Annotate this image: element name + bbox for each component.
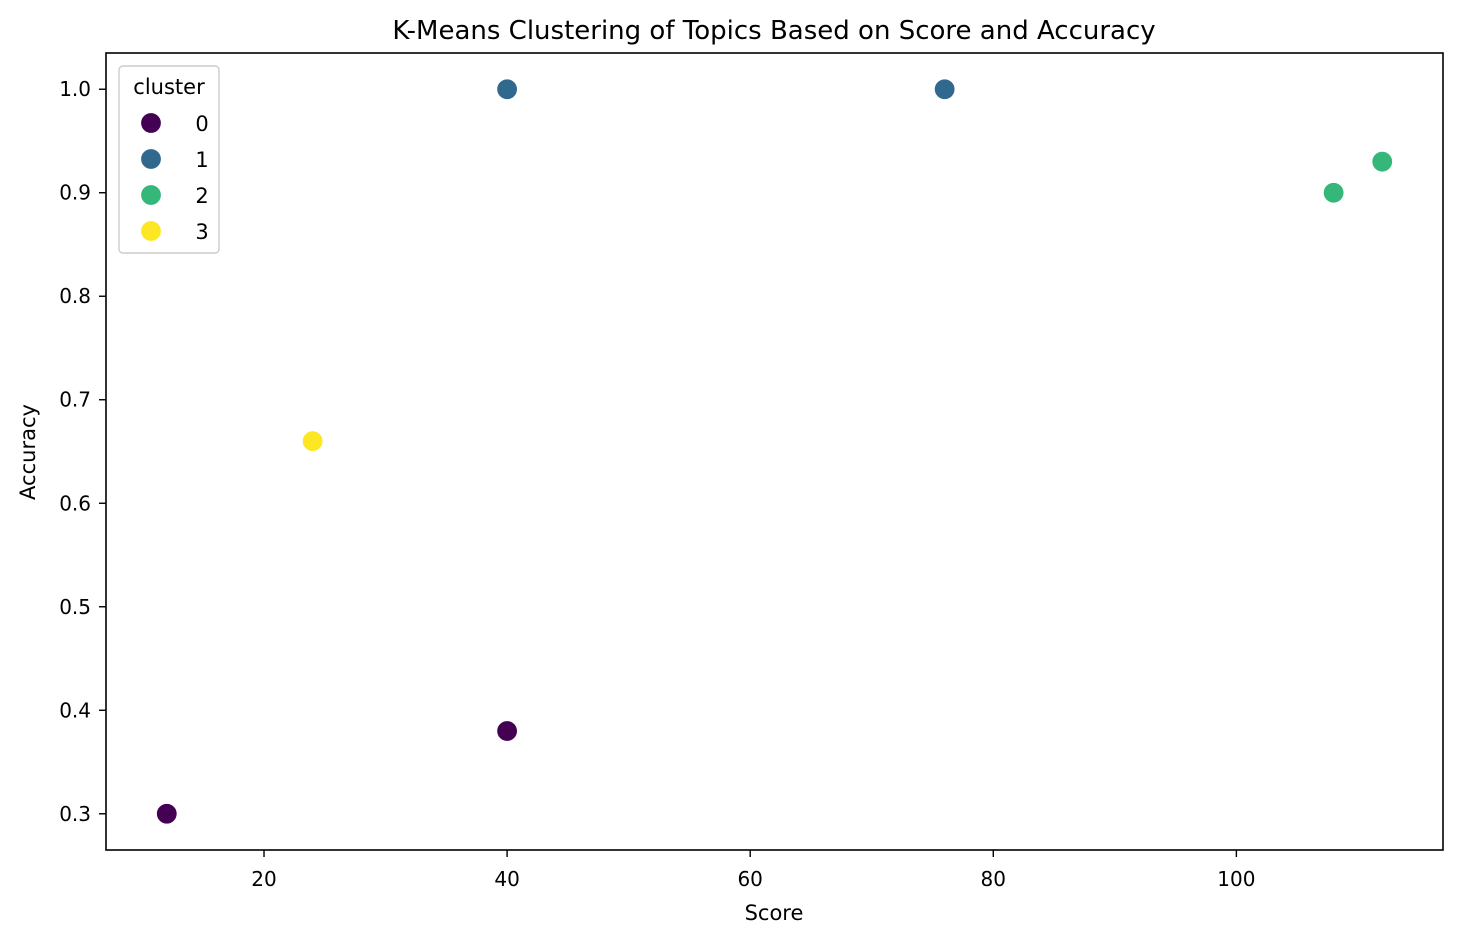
data-point-cluster-2 [1371,150,1394,173]
y-tick-label: 0.7 [59,388,91,412]
legend-marker [139,111,163,135]
legend-marker [139,219,163,243]
y-tick-label: 0.6 [59,491,91,515]
legend-label: 1 [195,148,208,172]
legend-label: 3 [195,220,208,244]
y-tick-label: 0.8 [59,284,91,308]
x-tick-label: 80 [981,867,1006,891]
legend-marker [139,183,163,207]
data-points [155,78,1394,825]
legend-marker [139,147,163,171]
y-axis-title: Accuracy [16,404,40,500]
y-tick-label: 0.9 [59,181,91,205]
data-point-cluster-1 [933,78,956,101]
legend: cluster 0 1 2 3 [118,65,220,254]
chart-title: K-Means Clustering of Topics Based on Sc… [392,16,1155,46]
data-point-cluster-3 [301,430,324,453]
legend-label: 2 [195,184,208,208]
legend-items: 0 1 2 3 [139,111,209,244]
y-tick-label: 1.0 [59,77,91,101]
legend-box [118,65,220,254]
legend-title: cluster [133,75,205,99]
data-point-cluster-2 [1322,181,1345,204]
x-tick-label: 60 [737,867,762,891]
legend-label: 0 [195,112,208,136]
y-tick-label: 0.3 [59,802,91,826]
y-tick-label: 0.5 [59,595,91,619]
x-axis-title: Score [745,901,804,925]
x-tick-label: 40 [494,867,519,891]
data-point-cluster-0 [155,802,178,825]
data-point-cluster-0 [496,719,519,743]
y-tick-label: 0.4 [59,698,91,722]
plot-area-frame [105,52,1444,851]
x-tick-label: 20 [251,867,276,891]
x-tick-label: 100 [1217,867,1255,891]
data-point-cluster-1 [496,78,519,101]
